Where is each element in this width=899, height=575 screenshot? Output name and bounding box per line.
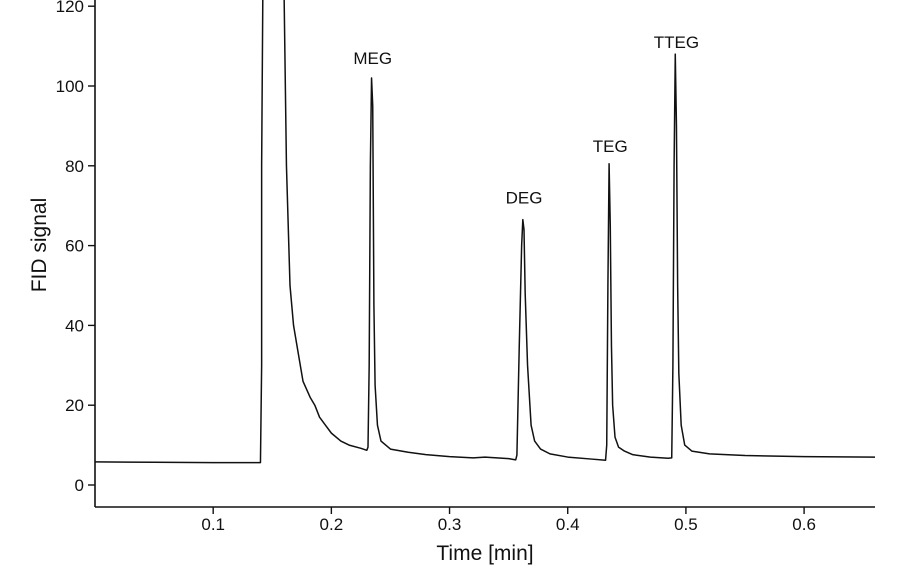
- y-tick-label: 60: [65, 237, 84, 256]
- y-tick-label: 120: [56, 0, 84, 16]
- y-axis: 0 20 40 60 80 100 120: [56, 0, 96, 507]
- x-axis-title: Time [min]: [436, 542, 533, 565]
- peak-label: DEG: [506, 189, 543, 208]
- x-tick-label: 0.3: [438, 515, 462, 534]
- y-axis-title: FID signal: [28, 198, 51, 293]
- x-axis: 0.1 0.2 0.3 0.4 0.5 0.6: [95, 506, 875, 534]
- y-tick-label: 100: [56, 77, 84, 96]
- x-tick-label: 0.6: [792, 515, 816, 534]
- y-tick-label: 0: [75, 476, 84, 495]
- peak-label: TEG: [593, 137, 628, 156]
- x-tick-label: 0.5: [674, 515, 698, 534]
- peak-label: TTEG: [654, 33, 699, 52]
- series-group: [94, 0, 876, 464]
- series-line: [94, 0, 876, 464]
- peak-label: MEG: [353, 49, 392, 68]
- x-tick-label: 0.1: [201, 515, 225, 534]
- y-tick-label: 40: [65, 316, 84, 335]
- y-tick-label: 20: [65, 396, 84, 415]
- peak-labels: MEG DEG TEG TTEG: [353, 33, 699, 208]
- x-tick-label: 0.2: [320, 515, 344, 534]
- y-tick-label: 80: [65, 157, 84, 176]
- x-tick-label: 0.4: [556, 515, 580, 534]
